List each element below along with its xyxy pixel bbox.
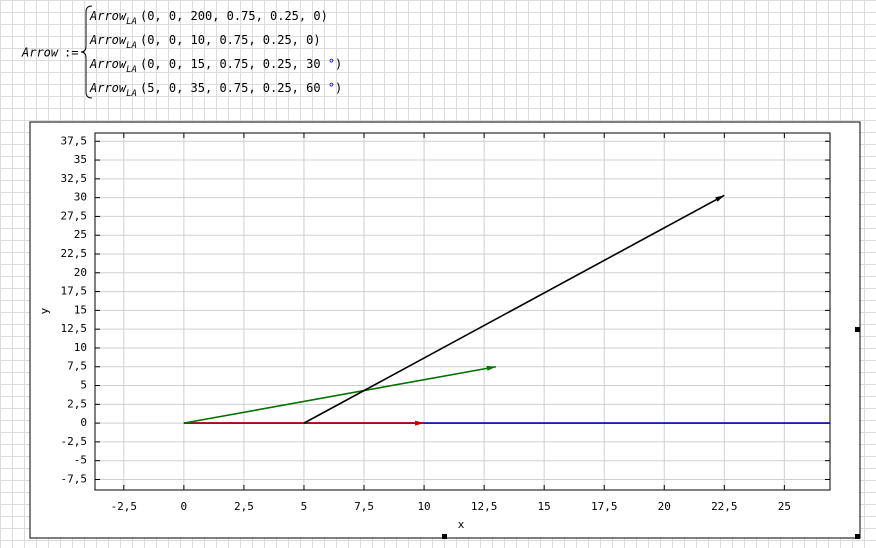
formula-line: ArrowLA (0, 0, 200, 0.75, 0.25, 0)	[89, 9, 328, 27]
y-tick-label: 2,5	[67, 397, 87, 410]
y-tick-label: 22,5	[61, 247, 88, 260]
y-tick-label: 27,5	[61, 209, 88, 222]
brace	[80, 5, 93, 99]
x-tick-label: 10	[417, 500, 430, 513]
arrow-line	[183, 365, 497, 424]
arrow-head	[715, 195, 725, 202]
y-tick-label: -5	[74, 454, 87, 467]
formula-line: ArrowLA (0, 0, 10, 0.75, 0.25, 0)	[89, 33, 321, 51]
func-subscript: LA	[126, 17, 137, 27]
y-tick-label: 12,5	[61, 322, 88, 335]
formula-line: ArrowLA (0, 0, 15, 0.75, 0.25, 30 °)	[89, 57, 342, 75]
unit: °	[328, 57, 335, 71]
func-close: )	[335, 81, 342, 95]
func-args: (5, 0, 35, 0.75, 0.25, 60	[140, 81, 328, 95]
func-name: Arrow	[89, 9, 127, 23]
formula-assign: :=	[64, 46, 78, 60]
x-tick-label: 7,5	[354, 500, 374, 513]
arrow-line	[303, 194, 725, 424]
x-axis-label: x	[458, 518, 465, 531]
x-tick-label: 0	[181, 500, 188, 513]
resize-handle[interactable]	[855, 534, 860, 539]
y-tick-label: 37,5	[61, 134, 88, 147]
y-tick-label: 0	[80, 416, 87, 429]
formula-lhs: Arrow	[21, 46, 59, 60]
resize-handle[interactable]	[442, 534, 447, 539]
func-name: Arrow	[89, 33, 127, 47]
arrow-head	[415, 420, 425, 426]
y-tick-label: 20	[74, 266, 87, 279]
y-tick-label: 25	[74, 228, 87, 241]
x-tick-label: 15	[538, 500, 551, 513]
unit: °	[328, 81, 335, 95]
y-tick-label: 32,5	[61, 172, 88, 185]
func-subscript: LA	[126, 41, 137, 51]
y-tick-label: 15	[74, 303, 87, 316]
y-tick-label: 10	[74, 341, 87, 354]
func-close: )	[335, 57, 342, 71]
func-subscript: LA	[126, 65, 137, 75]
x-tick-label: 2,5	[234, 500, 254, 513]
y-tick-label: 7,5	[67, 360, 87, 373]
x-tick-label: 20	[658, 500, 671, 513]
y-tick-label: 30	[74, 191, 87, 204]
x-tick-label: 22,5	[711, 500, 738, 513]
func-args: (0, 0, 10, 0.75, 0.25, 0)	[140, 33, 321, 47]
formula-line: ArrowLA (5, 0, 35, 0.75, 0.25, 60 °)	[89, 81, 342, 99]
y-tick-label: 5	[80, 379, 87, 392]
y-axis-label: y	[38, 307, 51, 314]
plot-area	[94, 132, 831, 491]
y-tick-label: 17,5	[61, 285, 88, 298]
x-tick-label: 5	[301, 500, 308, 513]
formula: Arrow := ArrowLA (0, 0, 200, 0.75, 0.25, …	[21, 5, 342, 99]
arrow-head	[486, 365, 496, 371]
x-tick-label: 25	[778, 500, 791, 513]
func-args: (0, 0, 15, 0.75, 0.25, 30	[140, 57, 328, 71]
func-name: Arrow	[89, 81, 127, 95]
series-layer	[183, 194, 830, 426]
func-name: Arrow	[89, 57, 127, 71]
y-tick-label: -2,5	[61, 435, 88, 448]
x-tick-label: -2,5	[111, 500, 138, 513]
y-tick-label: -7,5	[61, 472, 88, 485]
func-args: (0, 0, 200, 0.75, 0.25, 0)	[140, 9, 328, 23]
func-subscript: LA	[126, 89, 137, 99]
resize-handle[interactable]	[855, 327, 860, 332]
grid: -2,5 0 2,5 5 7,5 10 12,5 15 17,5 20 22,5 25 -7,5 -5 -2…	[61, 133, 830, 513]
x-tick-label: 12,5	[471, 500, 498, 513]
y-tick-label: 35	[74, 153, 87, 166]
x-tick-label: 17,5	[591, 500, 618, 513]
